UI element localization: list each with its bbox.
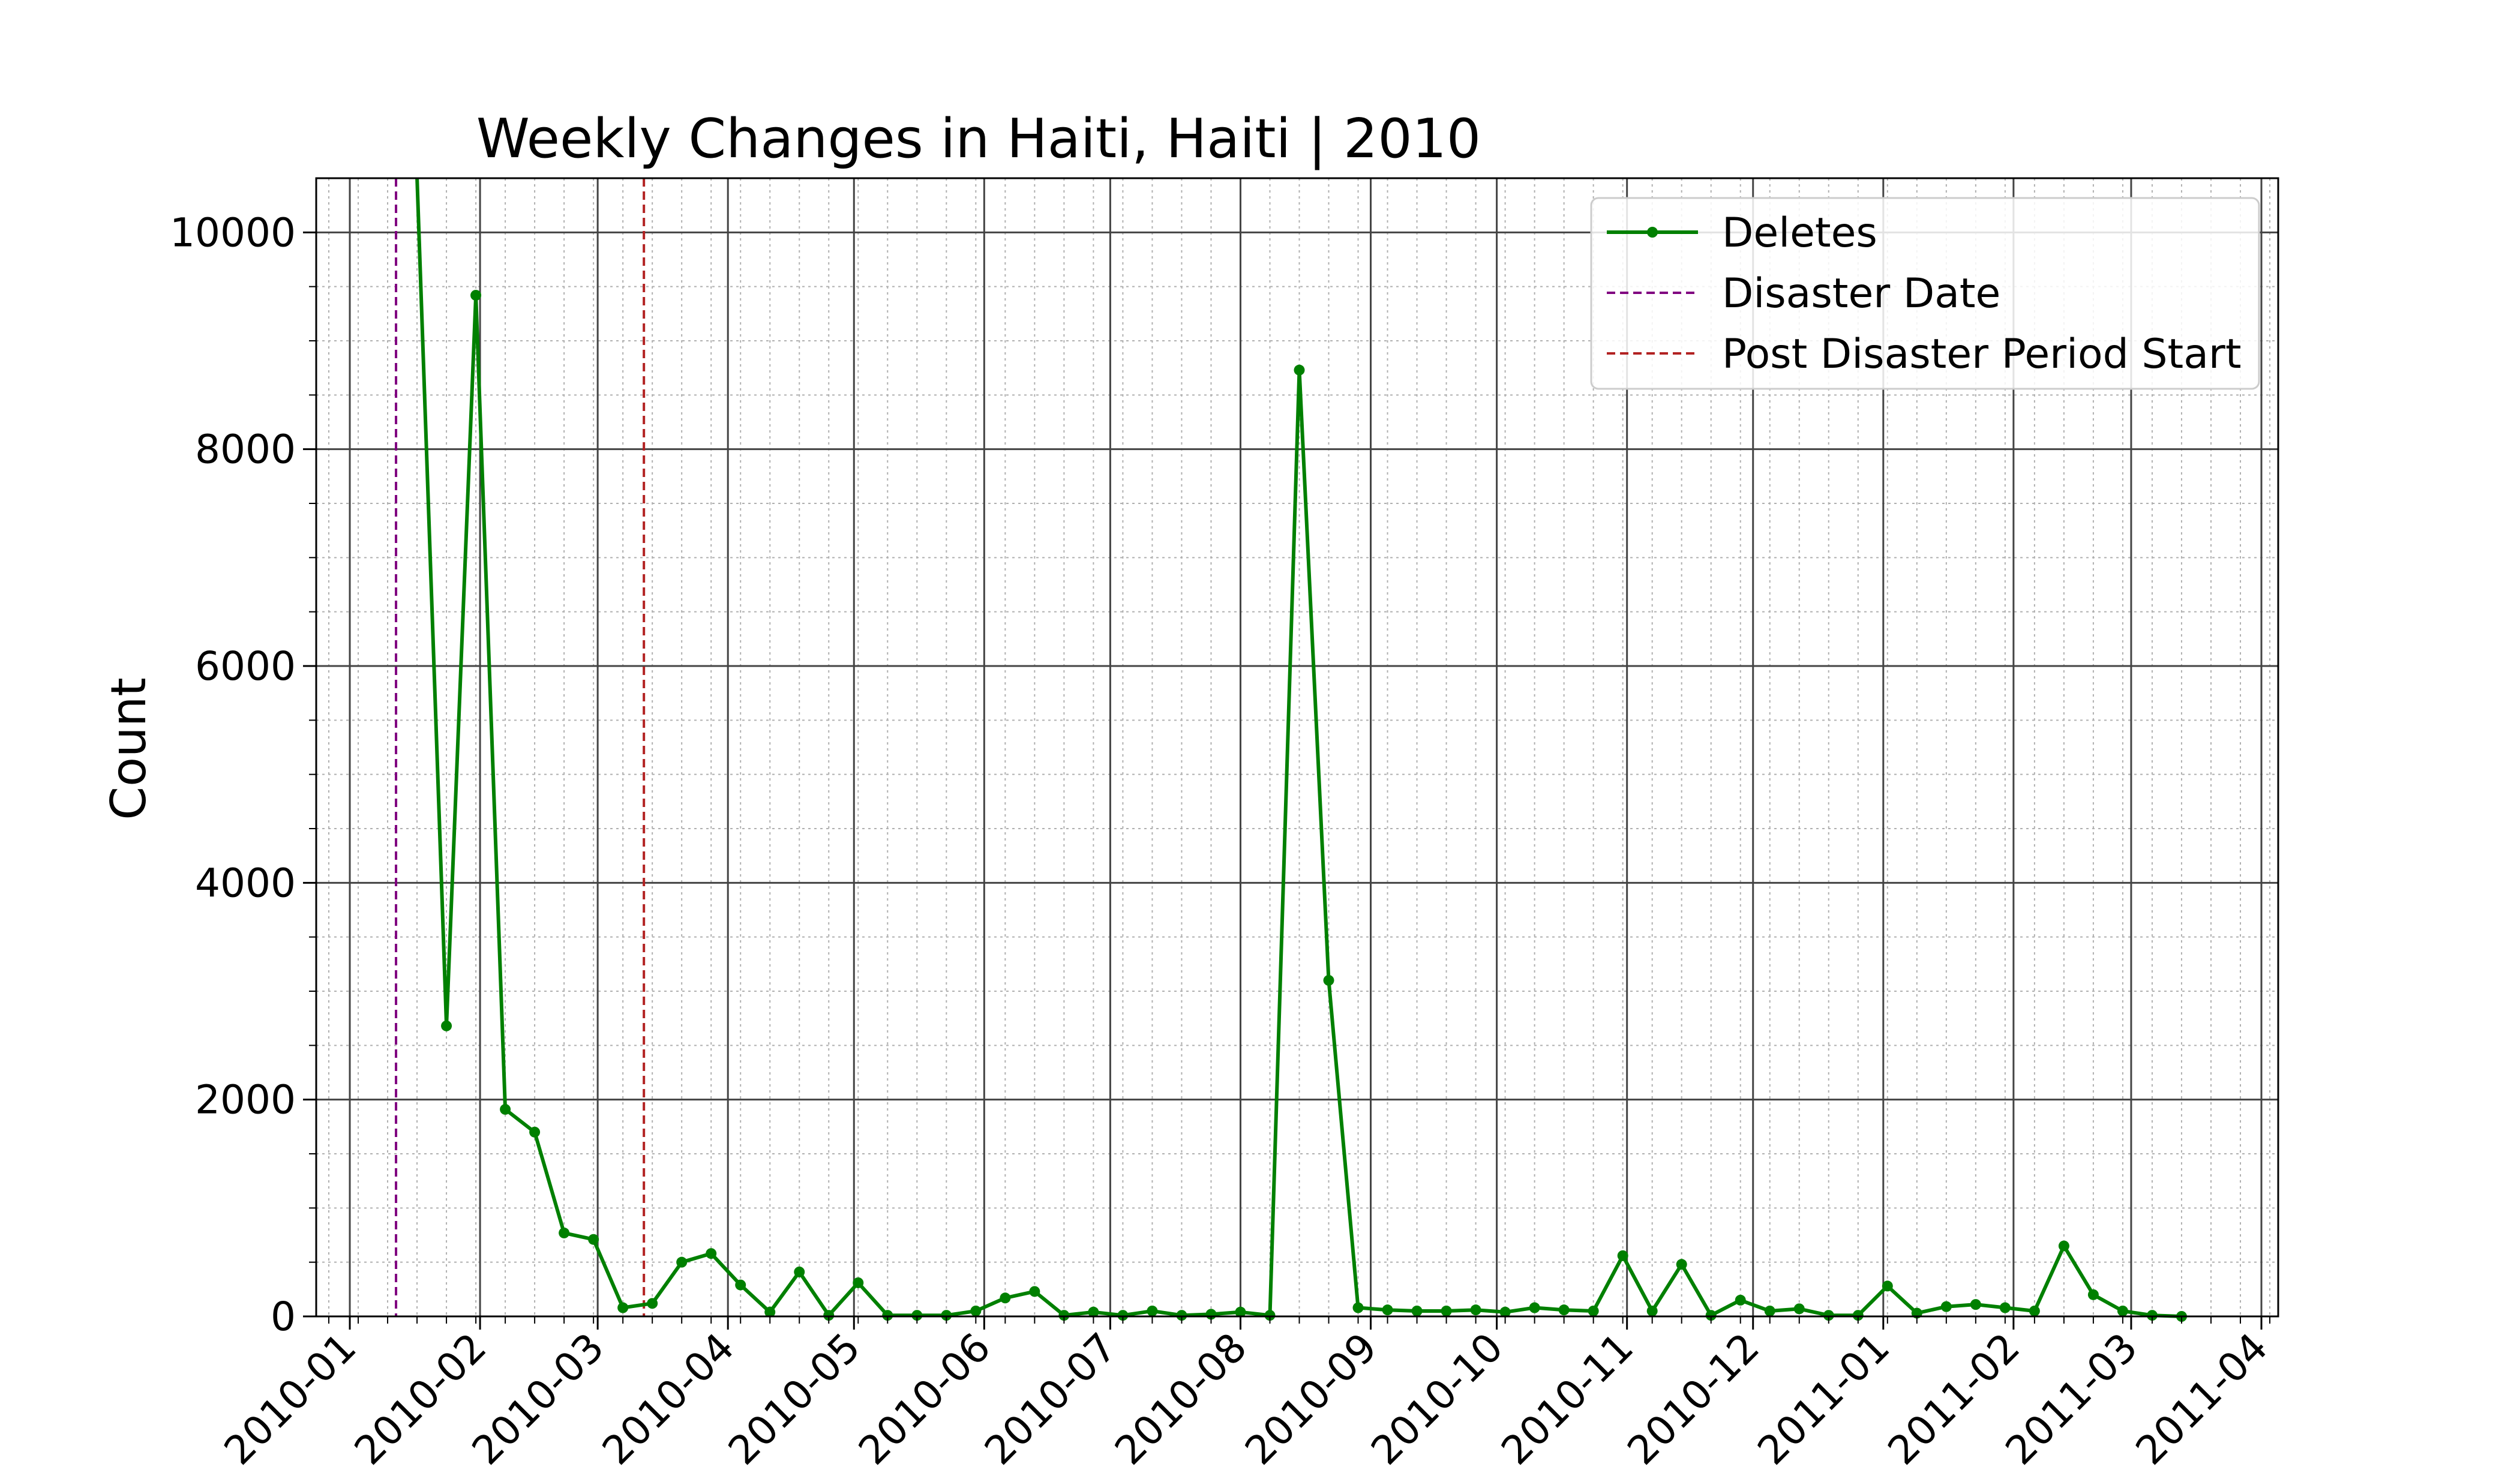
data-point <box>529 1126 541 1138</box>
data-point <box>441 1020 452 1031</box>
data-point <box>1676 1259 1687 1270</box>
data-point <box>794 1266 805 1277</box>
y-tick-label: 8000 <box>195 427 296 473</box>
legend-marker <box>1647 227 1658 238</box>
data-point <box>1029 1286 1040 1297</box>
data-point <box>500 1103 511 1115</box>
data-point <box>1382 1304 1393 1316</box>
data-point <box>1117 1310 1129 1321</box>
data-point <box>470 290 482 301</box>
data-point <box>2058 1240 2069 1252</box>
chart-title: Weekly Changes in Haiti, Haiti | 2010 <box>476 107 1481 170</box>
data-point <box>1940 1301 1952 1312</box>
legend-label: Deletes <box>1722 209 1877 257</box>
reference-lines <box>395 178 646 1316</box>
data-point <box>2146 1310 2158 1321</box>
data-point <box>1352 1302 1364 1313</box>
series-layer <box>415 178 2187 1322</box>
data-point <box>1793 1303 1805 1315</box>
data-point <box>1235 1306 1246 1318</box>
data-point <box>735 1279 746 1291</box>
data-point <box>1970 1299 1981 1310</box>
data-point <box>1588 1305 1599 1316</box>
y-axis-ticks: 0 2000 4000 6000 8000 10000 <box>170 209 316 1340</box>
plot-frame <box>315 177 2279 1318</box>
data-point <box>647 1298 658 1309</box>
data-point <box>617 1302 629 1313</box>
data-point <box>1558 1304 1570 1316</box>
data-point <box>764 1306 776 1318</box>
legend-label: Disaster Date <box>1722 270 2000 317</box>
data-point <box>706 1248 717 1259</box>
y-tick-label: 4000 <box>195 860 296 906</box>
data-point <box>1852 1310 1864 1321</box>
data-point <box>1470 1304 1481 1316</box>
data-point <box>1882 1280 1893 1292</box>
legend: Deletes Disaster Date Post Disaster Period… <box>1590 197 2260 390</box>
data-point <box>1147 1305 1158 1316</box>
data-point <box>1176 1310 1187 1321</box>
data-point <box>1088 1306 1099 1318</box>
data-point <box>853 1277 864 1288</box>
data-point <box>911 1310 923 1321</box>
data-point <box>1999 1302 2011 1313</box>
data-point <box>1058 1310 1070 1321</box>
data-point <box>1764 1305 1775 1316</box>
data-point <box>2117 1305 2128 1316</box>
data-point <box>676 1256 688 1268</box>
data-point <box>2087 1289 2099 1300</box>
y-axis-label: Count <box>101 677 157 820</box>
data-point <box>1529 1302 1540 1313</box>
data-point <box>588 1234 599 1245</box>
data-point <box>823 1310 835 1321</box>
data-point <box>1735 1294 1746 1306</box>
data-point <box>559 1227 570 1238</box>
y-tick-label: 6000 <box>195 643 296 689</box>
data-point <box>1294 364 1305 376</box>
data-point <box>882 1310 893 1321</box>
data-point <box>1705 1310 1717 1321</box>
data-point <box>2029 1305 2040 1316</box>
data-point <box>1646 1305 1658 1316</box>
y-tick-label: 10000 <box>170 209 296 256</box>
data-point <box>1441 1305 1452 1316</box>
legend-label: Post Disaster Period Start <box>1722 331 2242 378</box>
data-point <box>1323 974 1334 986</box>
data-point <box>1617 1250 1628 1261</box>
legend-frame <box>1590 197 2260 390</box>
y-tick-label: 0 <box>271 1294 296 1340</box>
data-point <box>1823 1310 1834 1321</box>
data-point <box>1499 1306 1511 1318</box>
y-tick-label: 2000 <box>195 1077 296 1123</box>
data-point <box>970 1305 982 1316</box>
data-point <box>941 1310 952 1321</box>
data-point <box>1411 1305 1423 1316</box>
data-point <box>1264 1310 1276 1321</box>
data-point <box>1000 1292 1011 1304</box>
